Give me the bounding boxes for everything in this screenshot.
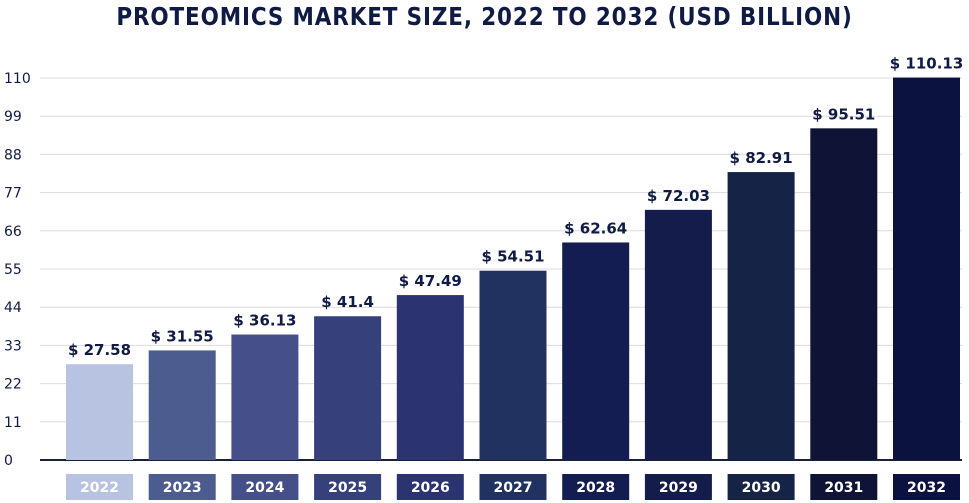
category-label-2032: 2032 — [907, 480, 946, 496]
category-label-2027: 2027 — [494, 480, 533, 496]
data-label-2030: $ 82.91 — [730, 149, 793, 167]
bar-2024 — [231, 334, 299, 460]
category-label-2022: 2022 — [80, 480, 119, 496]
category-label-2024: 2024 — [245, 480, 284, 496]
data-label-2023: $ 31.55 — [151, 327, 214, 345]
category-box-2029 — [644, 474, 712, 500]
category-box-2028 — [562, 474, 630, 500]
category-box-2026 — [396, 474, 464, 500]
data-label-2022: $ 27.58 — [68, 341, 131, 359]
bars — [66, 77, 960, 461]
y-axis: 0 11 22 33 44 55 66 77 88 99 110 — [4, 71, 31, 469]
bar-2025 — [314, 316, 382, 460]
bar-2023 — [148, 350, 216, 460]
category-box-2024 — [231, 474, 299, 500]
y-tick-label: 22 — [4, 377, 22, 393]
category-box-2025 — [314, 474, 382, 500]
category-box-2031 — [810, 474, 878, 500]
y-tick-label: 99 — [4, 109, 22, 125]
category-box-2022 — [66, 474, 133, 500]
y-tick-label: 66 — [4, 224, 22, 240]
data-label-2032: $ 110.13 — [890, 55, 964, 73]
data-label-2026: $ 47.49 — [399, 272, 462, 290]
y-tick-label: 33 — [4, 338, 22, 354]
bar-2022 — [66, 364, 133, 460]
category-label-2028: 2028 — [576, 480, 615, 496]
category-label-2031: 2031 — [824, 480, 863, 496]
category-box-2027 — [479, 474, 547, 500]
y-tick-label: 44 — [4, 300, 22, 316]
category-box-2023 — [148, 474, 216, 500]
category-box-2032 — [893, 474, 960, 500]
data-label-2027: $ 54.51 — [481, 248, 544, 266]
data-label-2029: $ 72.03 — [647, 187, 710, 205]
data-label-2031: $ 95.51 — [812, 105, 875, 123]
category-label-2026: 2026 — [411, 480, 450, 496]
bar-2032 — [893, 77, 960, 460]
bar-2029 — [644, 209, 712, 460]
category-label-2023: 2023 — [163, 480, 202, 496]
bar-2031 — [810, 128, 878, 460]
category-label-2030: 2030 — [742, 480, 781, 496]
data-labels: $ 27.58 $ 31.55 $ 36.13 $ 41.4 $ 47.49 $ 54.5… — [68, 55, 963, 360]
bar-2027 — [479, 270, 547, 460]
category-box-2030 — [727, 474, 795, 500]
y-tick-label: 88 — [4, 147, 22, 163]
category-labels: 2022 2023 2024 2025 2026 2027 2028 2029 2030 2031… — [66, 474, 960, 500]
y-tick-label: 11 — [4, 415, 22, 431]
data-label-2024: $ 36.13 — [233, 312, 296, 330]
y-tick-label: 55 — [4, 262, 22, 278]
data-label-2028: $ 62.64 — [564, 219, 627, 237]
y-tick-label: 110 — [4, 71, 31, 87]
y-tick-label: 77 — [4, 186, 22, 202]
bar-2030 — [727, 172, 795, 461]
bar-2028 — [562, 242, 630, 460]
y-tick-label: 0 — [4, 453, 13, 469]
data-label-2025: $ 41.4 — [321, 293, 374, 311]
category-label-2029: 2029 — [659, 480, 698, 496]
chart-title: PROTEOMICS MARKET SIZE, 2022 TO 2032 (US… — [116, 2, 853, 31]
bar-2026 — [396, 295, 464, 460]
category-label-2025: 2025 — [328, 480, 367, 496]
